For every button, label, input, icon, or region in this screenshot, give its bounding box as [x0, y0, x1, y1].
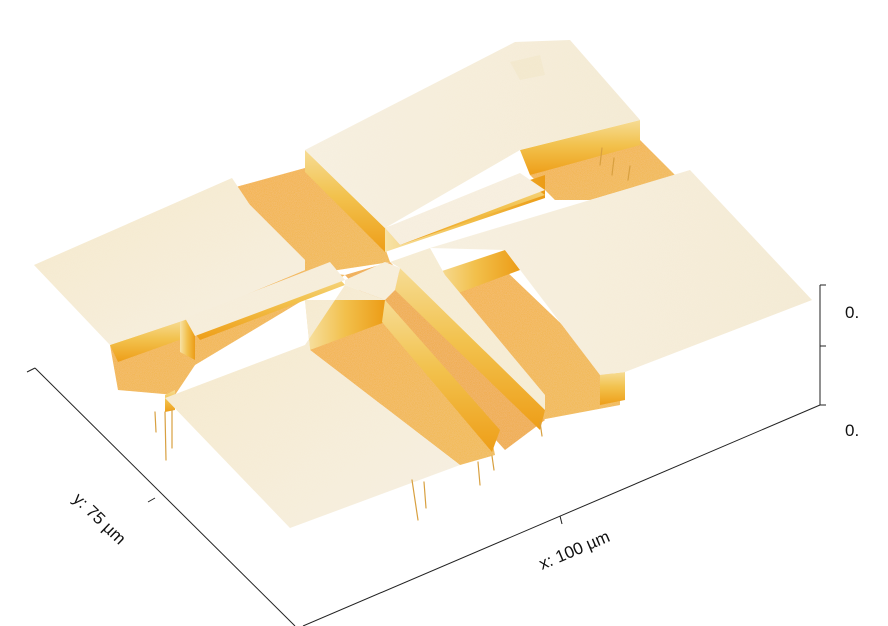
- wall-right-trench-end: [600, 372, 625, 405]
- z-tick-label-bottom: 0.: [845, 421, 859, 440]
- y-axis-tick-start: [27, 368, 35, 372]
- y-axis-label: y: 75 µm: [69, 489, 129, 548]
- plateaus-high-level: [34, 40, 812, 528]
- x-axis-label: x: 100 µm: [536, 527, 612, 574]
- y-axis-tick-mid: [148, 498, 155, 502]
- z-tick-label-top: 0.: [845, 303, 859, 322]
- x-axis-tick-mid: [560, 516, 562, 524]
